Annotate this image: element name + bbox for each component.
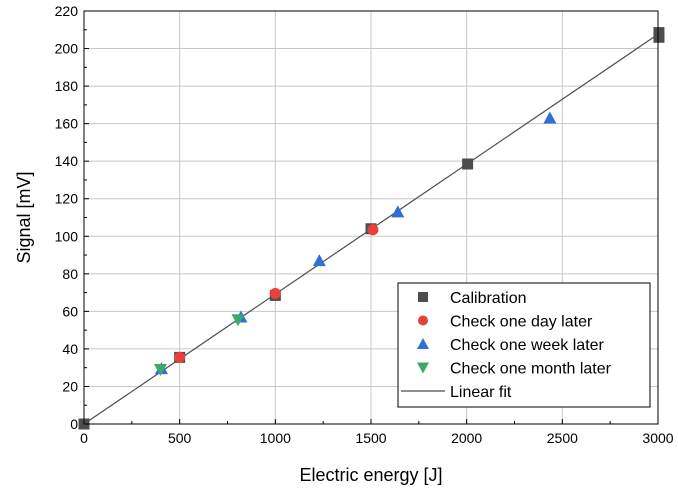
y-tick-label: 60 (62, 303, 78, 319)
data-point-square (462, 158, 474, 170)
y-tick-label: 220 (55, 3, 79, 19)
legend-label: Check one month later (450, 361, 612, 378)
y-tick-label: 120 (55, 191, 79, 207)
y-tick-label: 180 (55, 78, 79, 94)
y-tick-label: 200 (55, 41, 79, 57)
y-tick-label: 160 (55, 116, 79, 132)
data-point-triangle-down (231, 314, 245, 327)
legend: Calibration Check one day later Check one … (397, 282, 651, 408)
x-tick-label: 2000 (451, 430, 482, 446)
x-tick-label: 1500 (355, 430, 386, 446)
data-point-circle (367, 224, 379, 236)
y-tick-label: 80 (62, 266, 78, 282)
x-tick-label: 500 (168, 430, 192, 446)
x-axis-label: Electric energy [J] (299, 465, 442, 485)
y-axis-label: Signal [mV] (14, 171, 34, 263)
legend-label: Check one week later (450, 337, 605, 354)
legend-box (397, 282, 651, 408)
x-tick-label: 2500 (547, 430, 578, 446)
data-points (78, 27, 665, 430)
data-point-triangle-up (543, 111, 557, 124)
data-point-triangle-down (154, 364, 168, 377)
legend-swatch (417, 362, 429, 374)
x-tick-label: 0 (80, 430, 88, 446)
y-tick-label: 0 (70, 416, 78, 432)
y-tick-label: 140 (55, 153, 79, 169)
data-point-circle (174, 351, 186, 363)
data-point-triangle-up (312, 254, 326, 267)
y-tick-label: 40 (62, 341, 78, 357)
legend-swatch (417, 338, 429, 349)
y-tick-label: 100 (55, 228, 79, 244)
data-point-triangle-up (391, 205, 405, 218)
y-tick-label: 20 (62, 378, 78, 394)
legend-label: Check one day later (450, 314, 593, 331)
data-point-circle (269, 288, 281, 300)
grid (84, 11, 658, 424)
legend-swatch (418, 292, 428, 302)
axis-ticks: 0 500 1000 1500 2000 2500 3000 0 20 40 60 80 100 120 1… (55, 3, 674, 446)
legend-swatch (418, 315, 428, 326)
x-tick-label: 3000 (642, 430, 673, 446)
legend-label: Linear fit (450, 384, 512, 401)
legend-label: Calibration (450, 290, 526, 307)
x-tick-label: 1000 (260, 430, 291, 446)
data-point-square (653, 27, 665, 39)
